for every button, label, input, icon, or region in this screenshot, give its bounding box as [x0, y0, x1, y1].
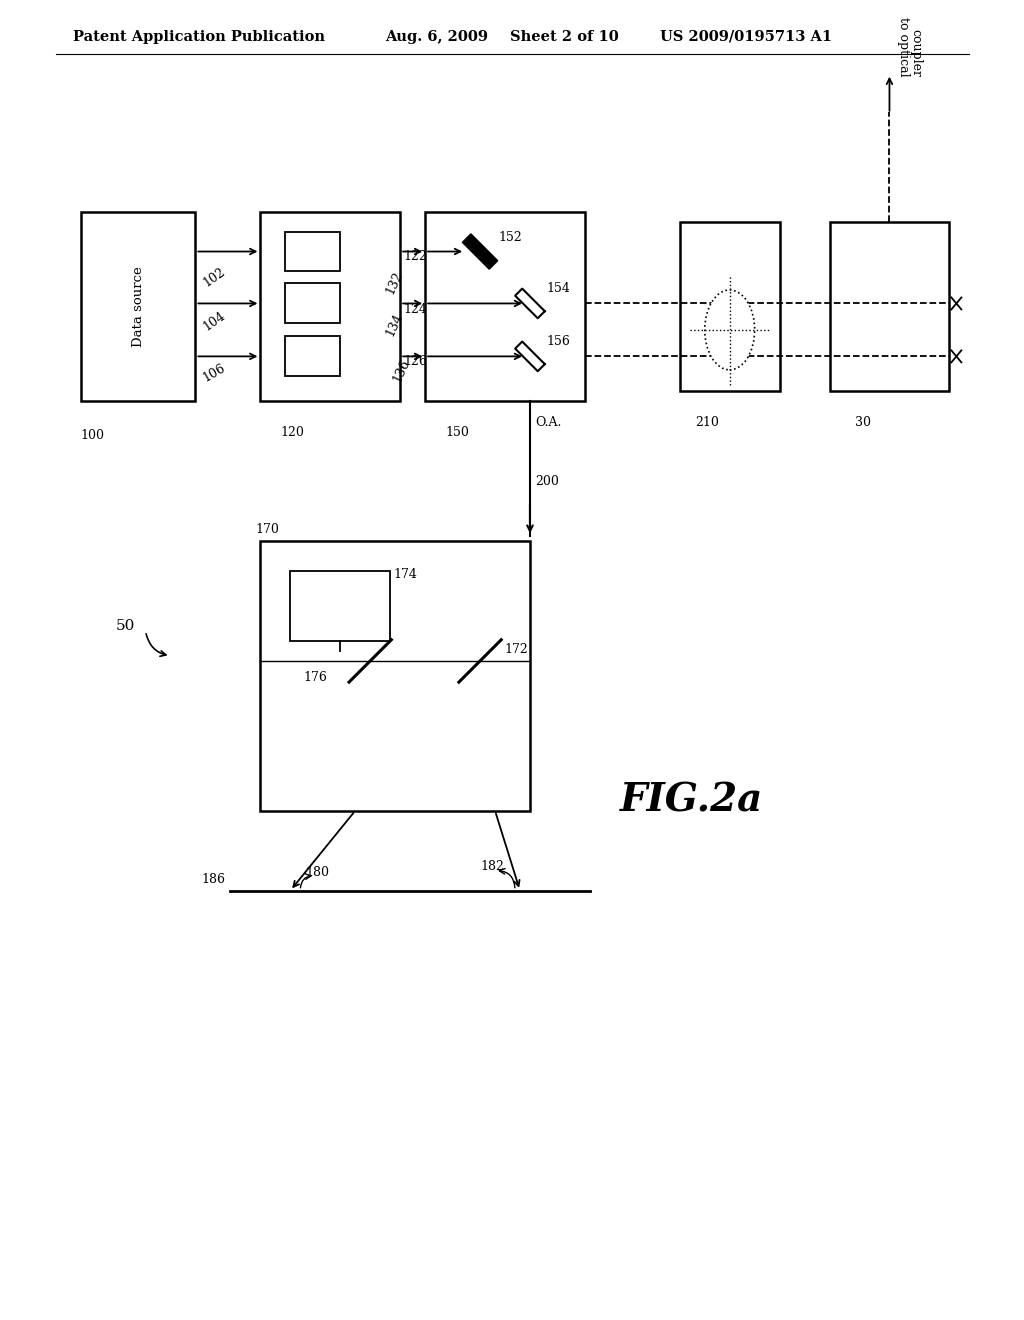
- Bar: [680, 222, 779, 391]
- Text: 102: 102: [201, 265, 227, 289]
- Polygon shape: [463, 234, 498, 269]
- Text: 122: 122: [403, 249, 427, 263]
- Bar: [286, 231, 340, 272]
- Text: 152: 152: [498, 231, 522, 243]
- Text: 182: 182: [480, 859, 504, 873]
- Bar: [260, 541, 530, 810]
- Text: US 2009/0195713 A1: US 2009/0195713 A1: [659, 30, 831, 44]
- Text: 134: 134: [383, 312, 406, 338]
- Text: 132: 132: [383, 269, 406, 297]
- Text: 104: 104: [201, 309, 227, 334]
- Bar: [286, 284, 340, 323]
- Bar: [260, 211, 400, 401]
- Text: 154: 154: [546, 282, 569, 296]
- Text: Patent Application Publication: Patent Application Publication: [73, 30, 325, 44]
- Text: 170: 170: [255, 523, 280, 536]
- Bar: [425, 211, 585, 401]
- Bar: [829, 222, 949, 391]
- Text: 150: 150: [445, 426, 469, 440]
- Text: 172: 172: [504, 643, 528, 656]
- Text: 200: 200: [535, 475, 559, 487]
- Text: 120: 120: [281, 426, 304, 440]
- Text: 50: 50: [116, 619, 135, 634]
- Text: 186: 186: [202, 873, 225, 886]
- Text: 124: 124: [403, 302, 427, 315]
- Text: 106: 106: [201, 362, 227, 384]
- Text: 100: 100: [81, 429, 104, 442]
- Text: 30: 30: [854, 416, 870, 429]
- Text: 210: 210: [694, 416, 719, 429]
- Text: coupler: coupler: [909, 29, 923, 77]
- Text: to optical: to optical: [897, 17, 910, 77]
- Text: 156: 156: [546, 335, 569, 348]
- Text: 176: 176: [303, 671, 327, 684]
- Text: FIG.2a: FIG.2a: [620, 781, 763, 820]
- Bar: [291, 572, 390, 642]
- Text: 180: 180: [305, 866, 330, 879]
- Text: 126: 126: [403, 355, 427, 368]
- Bar: [81, 211, 196, 401]
- Text: O.A.: O.A.: [535, 416, 561, 429]
- Text: Data source: Data source: [131, 267, 144, 347]
- Text: Aug. 6, 2009: Aug. 6, 2009: [385, 30, 488, 44]
- Text: 136: 136: [390, 358, 412, 384]
- Bar: [286, 337, 340, 376]
- Ellipse shape: [705, 290, 755, 370]
- Text: Sheet 2 of 10: Sheet 2 of 10: [510, 30, 618, 44]
- Text: 174: 174: [393, 568, 417, 581]
